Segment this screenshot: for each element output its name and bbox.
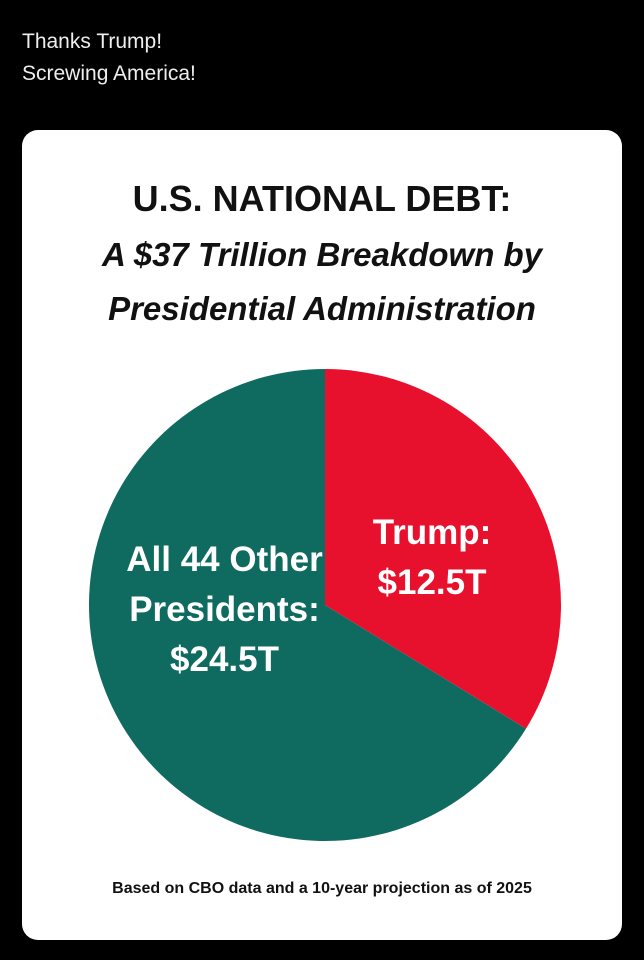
chart-card: U.S. NATIONAL DEBT: A $37 Trillion Break… — [22, 130, 622, 940]
value-label: $24.5T — [170, 640, 279, 679]
category-label: All 44 Other Presidents: — [126, 540, 323, 629]
slice-label: Trump: $12.5T — [352, 508, 512, 608]
chart-title: U.S. NATIONAL DEBT: — [132, 178, 512, 219]
chart-subtitle: A $37 Trillion Breakdown by Presidential… — [101, 236, 543, 327]
post-line: Thanks Trump! — [22, 30, 163, 53]
category-label: Trump: — [372, 513, 492, 552]
post-text: Thanks Trump! Screwing America! — [22, 26, 196, 90]
value-label: $12.5T — [377, 563, 487, 602]
chart-note: Based on CBO data and a 10-year projecti… — [112, 880, 532, 897]
post-line: Screwing America! — [22, 62, 196, 85]
slice-label: All 44 Other Presidents: $24.5T — [112, 535, 337, 685]
pie-slice — [88, 369, 526, 841]
pie-slice — [325, 369, 561, 729]
pie-chart — [88, 369, 561, 841]
